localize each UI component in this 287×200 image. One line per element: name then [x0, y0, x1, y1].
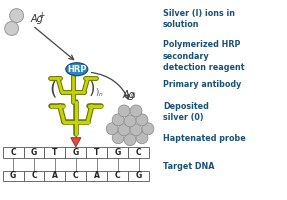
Text: G: G: [135, 171, 142, 180]
Circle shape: [136, 114, 148, 126]
Text: Deposited
silver (0): Deposited silver (0): [163, 102, 209, 122]
Bar: [3, 171, 24, 181]
Text: T: T: [52, 148, 58, 157]
Text: Ag: Ag: [30, 14, 43, 24]
Text: C: C: [136, 148, 141, 157]
Text: $)_n$: $)_n$: [95, 87, 103, 99]
Circle shape: [5, 22, 19, 35]
Text: T: T: [94, 148, 99, 157]
Text: A: A: [94, 171, 100, 180]
Text: A: A: [52, 171, 58, 180]
Text: Primary antibody: Primary antibody: [163, 80, 241, 89]
Text: G: G: [10, 171, 16, 180]
Circle shape: [112, 132, 124, 144]
Text: Silver (I) ions in
solution: Silver (I) ions in solution: [163, 9, 235, 29]
Bar: [107, 147, 128, 158]
Text: C: C: [115, 171, 121, 180]
Circle shape: [118, 124, 130, 136]
Text: C: C: [31, 171, 37, 180]
Bar: [128, 147, 149, 158]
Text: C: C: [73, 171, 79, 180]
Text: G: G: [115, 148, 121, 157]
Circle shape: [118, 105, 130, 117]
Bar: [24, 171, 44, 181]
Bar: [65, 171, 86, 181]
Circle shape: [136, 132, 148, 144]
Circle shape: [124, 115, 136, 127]
Text: 0: 0: [130, 93, 135, 99]
Circle shape: [10, 9, 24, 23]
Circle shape: [112, 114, 124, 126]
Bar: [44, 147, 65, 158]
Circle shape: [130, 124, 142, 136]
Ellipse shape: [66, 63, 88, 76]
Text: +: +: [38, 11, 45, 20]
Circle shape: [106, 123, 118, 135]
Text: (: (: [49, 80, 57, 99]
Bar: [3, 147, 24, 158]
Polygon shape: [71, 138, 81, 147]
Circle shape: [130, 105, 142, 117]
Bar: [128, 171, 149, 181]
Bar: [86, 171, 107, 181]
Bar: [86, 147, 107, 158]
Text: G: G: [31, 148, 37, 157]
Circle shape: [124, 134, 136, 146]
Text: C: C: [10, 148, 16, 157]
Text: ): ): [88, 80, 95, 98]
Bar: [24, 147, 44, 158]
Text: Haptenated probe: Haptenated probe: [163, 134, 246, 143]
Text: Target DNA: Target DNA: [163, 162, 214, 171]
Bar: [107, 171, 128, 181]
Text: HRP: HRP: [67, 65, 87, 74]
Circle shape: [142, 123, 154, 135]
Bar: [65, 147, 86, 158]
Text: Ag: Ag: [122, 90, 135, 100]
Text: Polymerized HRP
secondary
detection reagent: Polymerized HRP secondary detection reag…: [163, 40, 245, 72]
Bar: [44, 171, 65, 181]
Text: G: G: [73, 148, 79, 157]
